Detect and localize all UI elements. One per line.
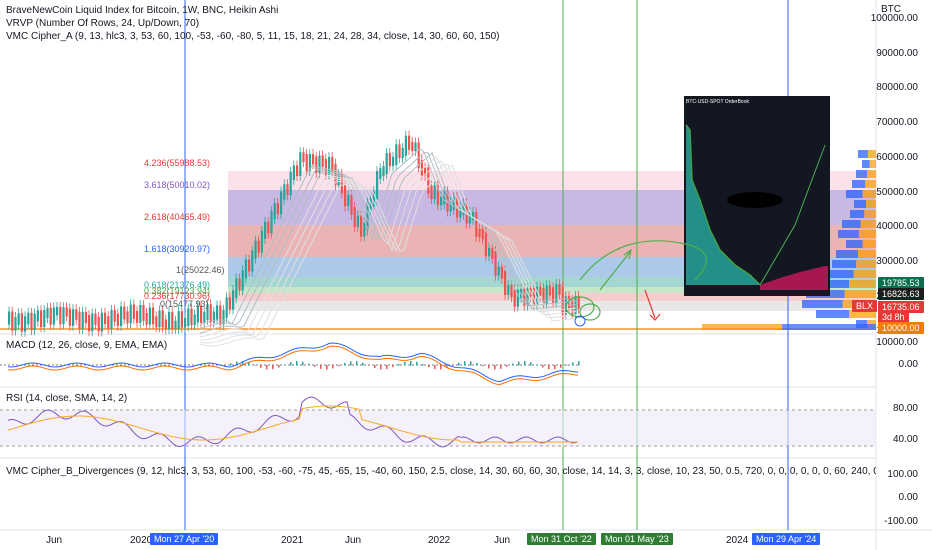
vrvp-legend[interactable]: VRVP (Number Of Rows, 24, Up/Down, 70) [6, 18, 200, 29]
projection-drawings[interactable] [565, 240, 707, 327]
price-badge: 16826.63 [878, 288, 924, 300]
vmcb-axis-100: 100.00 [887, 469, 918, 480]
rsi-axis-40: 40.00 [892, 434, 918, 445]
vmc-b-legend[interactable]: VMC Cipher_B_Divergences (9, 12, hlc3, 3… [6, 466, 876, 477]
vmcb-axis-neg100: -100.00 [884, 516, 918, 527]
fib-label: 3.618(50010.02) [144, 180, 211, 190]
fib-label: 4.236(55988.53) [144, 158, 211, 168]
time-label-2021: 2021 [281, 535, 304, 546]
price-badge: 16735.06 [878, 301, 924, 313]
vmcb-axis-0: 0.00 [898, 492, 918, 503]
ema-ribbon [199, 148, 577, 347]
rsi-axis-80: 80.00 [892, 403, 918, 414]
time-label-jun-22: Jun [494, 535, 511, 546]
time-badge-apr-20: Mon 27 Apr '20 [150, 533, 219, 545]
macd-pane [0, 342, 580, 386]
price-badge: 19785.53 [878, 277, 924, 289]
fib-label: 1(25022.46) [176, 265, 225, 275]
rsi-pane [7, 396, 579, 448]
price-axis-label: 70000.00 [876, 117, 918, 129]
price-axis-label: 100000.00 [870, 13, 918, 24]
time-label-jun-21: Jun [345, 535, 362, 546]
price-axis-label: 90000.00 [876, 47, 918, 59]
blx-badge: BLX [852, 300, 878, 312]
time-label-2022: 2022 [428, 535, 451, 546]
fib-label: 0.236(17730.96) [144, 291, 211, 301]
inset-title: BTC-USD-SPOT OrderBook [686, 99, 749, 105]
time-badge-apr-24: Mon 29 Apr '24 [752, 533, 821, 545]
vmc-a-legend[interactable]: VMC Cipher_A (9, 13, hlc3, 3, 53, 60, 10… [6, 31, 500, 42]
fib-label: 0.618(21376.49) [144, 280, 211, 290]
time-badge-may-23: Mon 01 May '23 [601, 533, 673, 545]
price-badge: 10000.00 [878, 322, 924, 334]
price-axis-label: 40000.00 [876, 221, 918, 233]
rsi-legend[interactable]: RSI (14, close, SMA, 14, 2) [6, 393, 128, 404]
currency-label: BTC [881, 4, 901, 15]
fib-label: 1.618(30920.97) [144, 244, 211, 254]
fib-label: 0(15477.93) [160, 299, 209, 309]
price-axis-label: 30000.00 [876, 255, 918, 267]
price-badge: 3d 8h [878, 311, 909, 323]
price-axis-label: 60000.00 [876, 151, 918, 163]
time-label-2020: 2020 [130, 535, 153, 546]
macd-axis-label: 10000.00 [876, 337, 918, 348]
symbol-title[interactable]: BraveNewCoin Liquid Index for Bitcoin, 1… [6, 5, 279, 16]
macd-legend[interactable]: MACD (12, 26, close, 9, EMA, EMA) [6, 340, 168, 351]
price-axis-label: 50000.00 [876, 186, 918, 198]
fib-label: 0.382(19123.94) [144, 286, 211, 296]
fib-label: 2.618(40465.49) [144, 212, 211, 222]
orderbook-inset [684, 96, 830, 296]
time-label-jun: Jun [46, 535, 63, 546]
time-badge-oct-22: Mon 31 Oct '22 [527, 533, 596, 545]
price-axis-label: 80000.00 [876, 82, 918, 94]
price-candles [8, 130, 580, 337]
time-label-2024: 2024 [726, 535, 749, 546]
macd-axis-zero: 0.00 [898, 359, 918, 370]
